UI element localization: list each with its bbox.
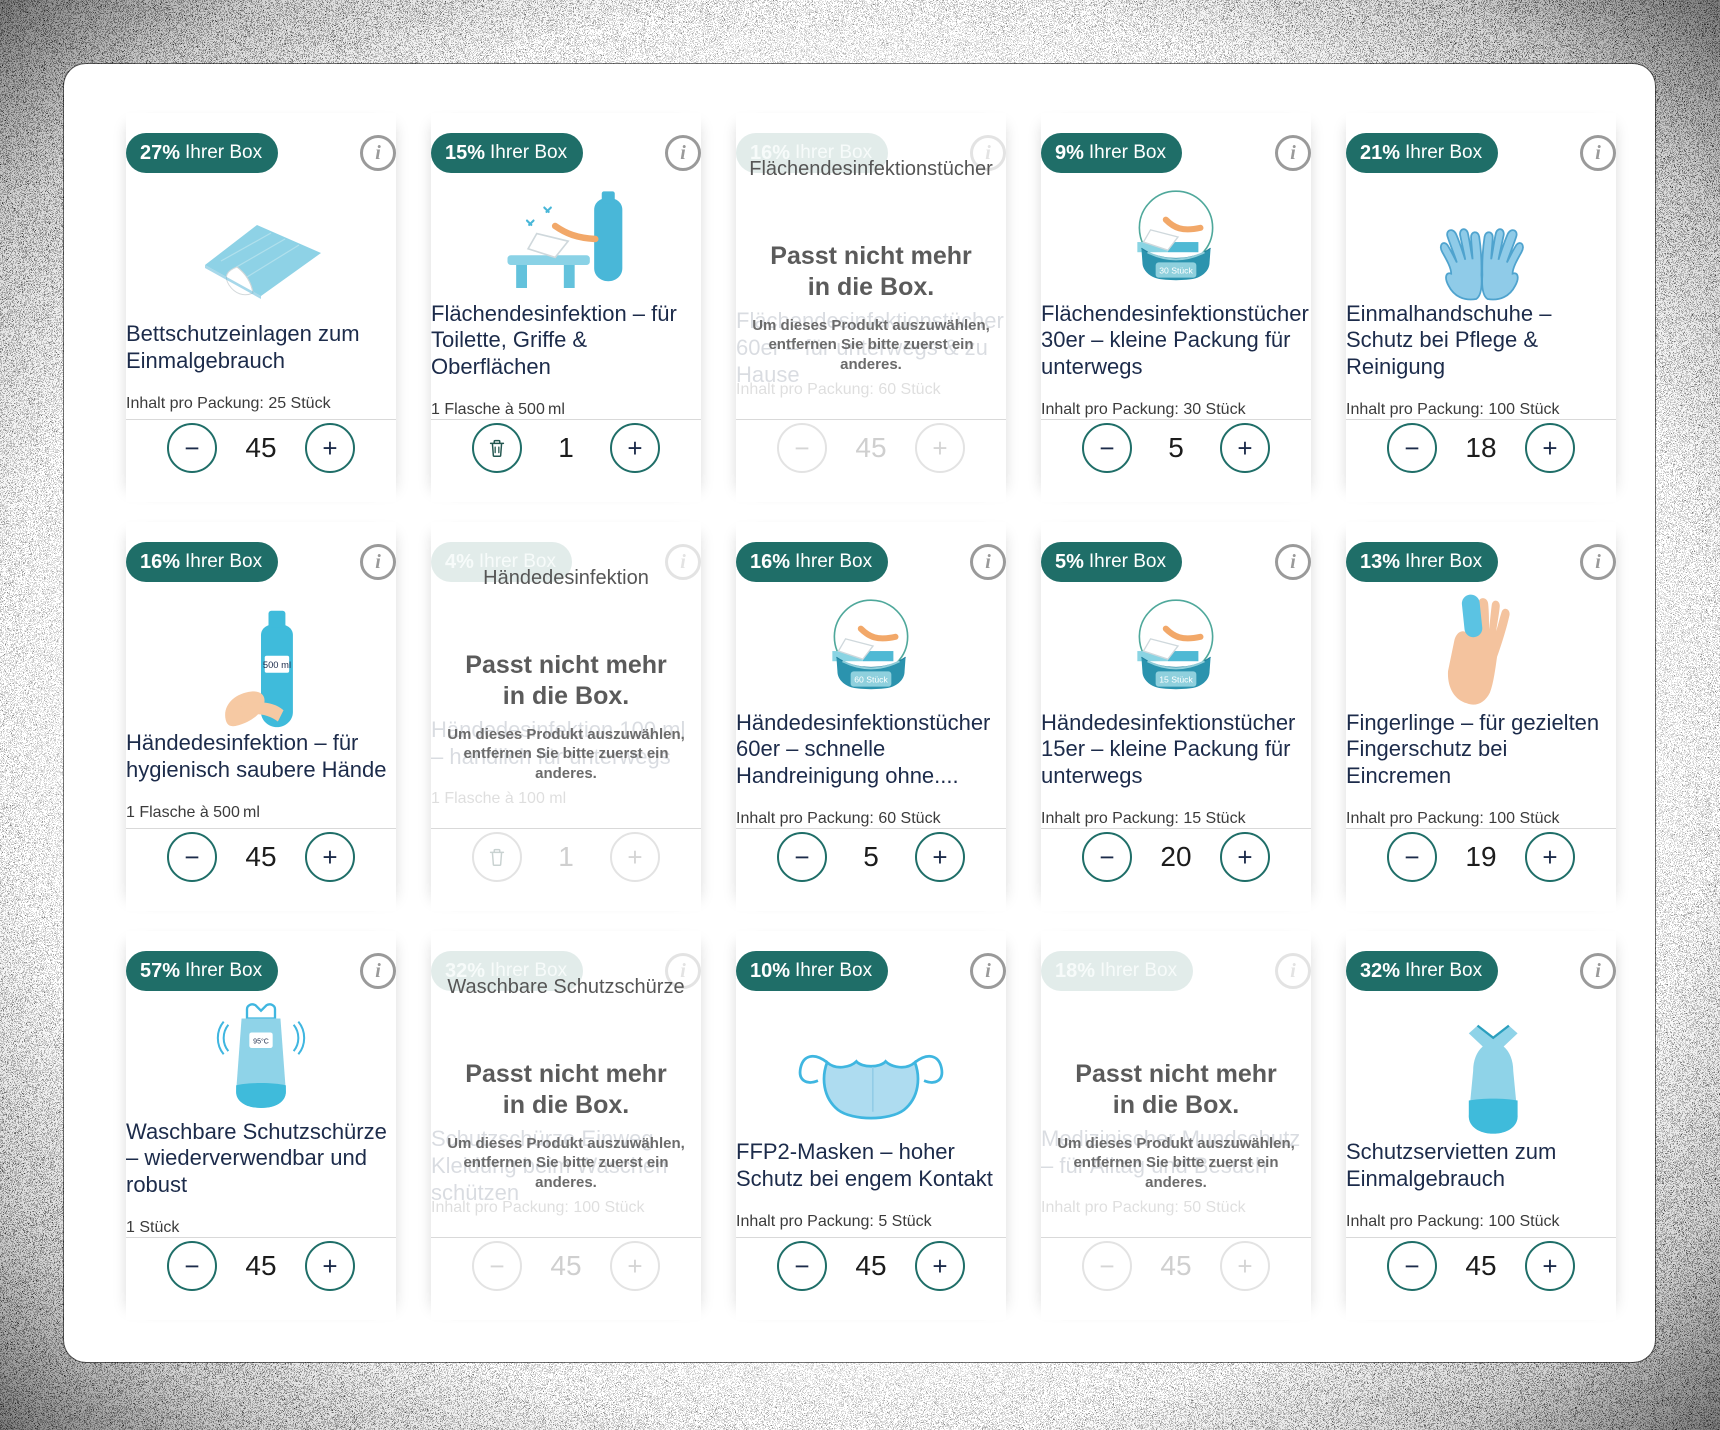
svg-text:30 Stück: 30 Stück: [1159, 265, 1193, 275]
svg-text:95°C: 95°C: [253, 1037, 269, 1045]
svg-text:500 ml: 500 ml: [263, 660, 291, 670]
svg-text:60 Stück: 60 Stück: [854, 674, 888, 684]
svg-text:15 Stück: 15 Stück: [1159, 674, 1193, 684]
